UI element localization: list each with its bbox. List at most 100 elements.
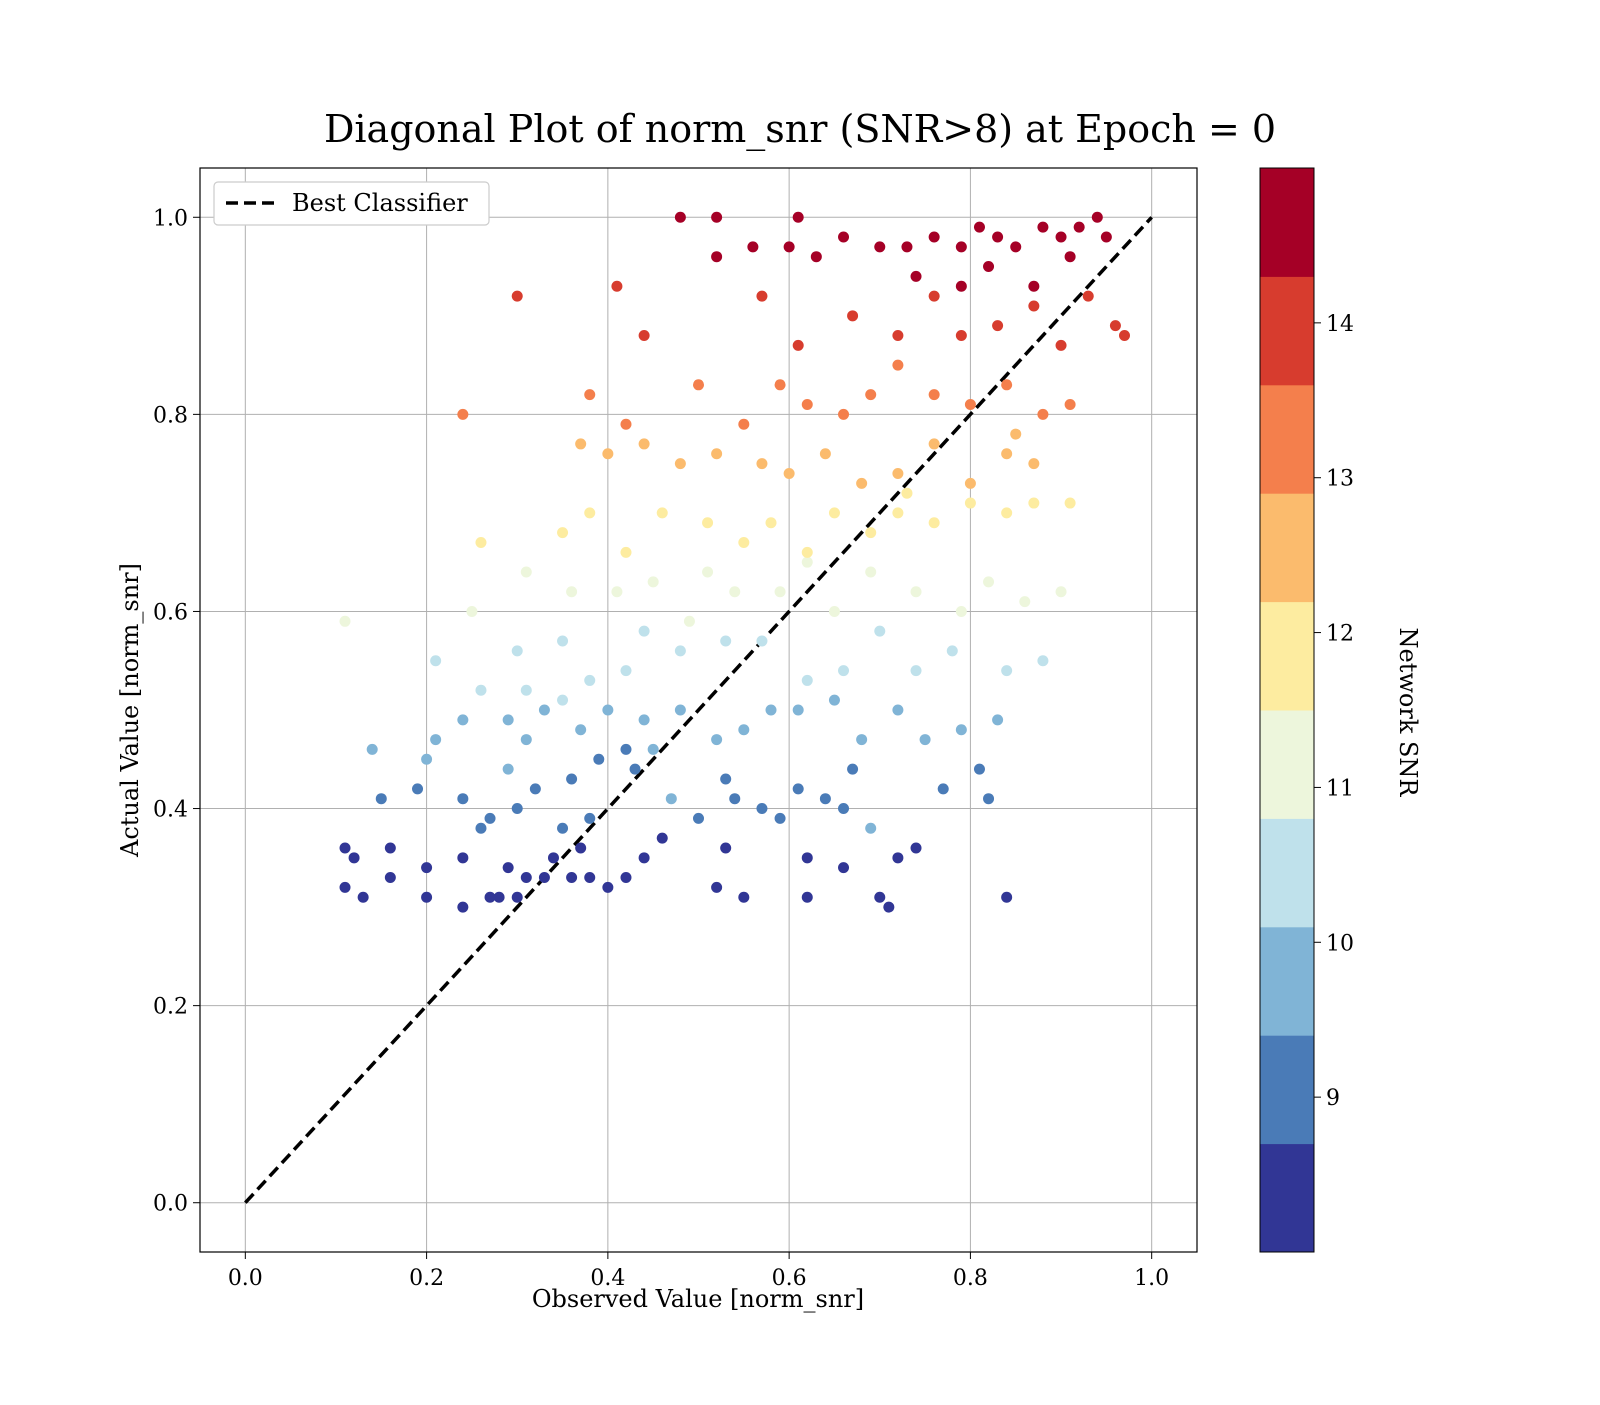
scatter-point xyxy=(520,734,532,746)
scatter-point xyxy=(720,635,732,647)
scatter-point xyxy=(892,852,904,864)
scatter-point xyxy=(892,330,904,342)
scatter-point xyxy=(693,379,704,391)
scatter-point xyxy=(910,586,922,598)
scatter-point xyxy=(729,586,741,598)
scatter-point xyxy=(1064,497,1076,509)
scatter-point xyxy=(992,231,1004,243)
scatter-point xyxy=(801,852,813,864)
reference-line-layer xyxy=(244,216,1153,1204)
scatter-point xyxy=(466,605,478,617)
scatter-point xyxy=(457,408,469,420)
scatter-point xyxy=(620,546,632,558)
scatter-point xyxy=(475,822,487,834)
scatter-point xyxy=(702,517,714,529)
scatter-point xyxy=(792,783,804,795)
scatter-point xyxy=(638,438,650,450)
scatter-point xyxy=(430,734,442,746)
scatter-point xyxy=(584,389,596,401)
scatter-point xyxy=(810,251,822,263)
scatter-point xyxy=(819,448,831,460)
scatter-point xyxy=(955,724,967,736)
scatter-point xyxy=(711,251,723,263)
scatter-point xyxy=(774,586,786,598)
scatter-point xyxy=(611,280,623,292)
colorbar-tick-label: 11 xyxy=(1326,776,1354,801)
scatter-point xyxy=(1001,665,1013,677)
scatter-point xyxy=(421,753,433,765)
scatter-point xyxy=(783,241,795,253)
scatter-point xyxy=(738,891,750,903)
scatter-point xyxy=(593,753,605,765)
scatter-point xyxy=(964,477,976,489)
colorbar-bin xyxy=(1260,1035,1314,1145)
scatter-point xyxy=(838,803,850,815)
scatter-point xyxy=(674,645,686,657)
scatter-point xyxy=(584,507,596,519)
scatter-point xyxy=(1055,339,1067,351)
scatter-point xyxy=(756,290,768,302)
colorbar-tick-label: 13 xyxy=(1326,467,1354,492)
colorbar-tick-label: 12 xyxy=(1326,622,1354,647)
scatter-point xyxy=(928,517,940,529)
scatter-point xyxy=(575,724,587,736)
x-tick-label: 1.0 xyxy=(1134,1266,1169,1291)
scatter-point xyxy=(838,408,850,420)
y-tick-label: 1.0 xyxy=(153,206,188,231)
scatter-point xyxy=(1028,497,1040,509)
scatter-point xyxy=(765,517,777,529)
scatter-point xyxy=(711,448,723,460)
scatter-point xyxy=(720,773,732,785)
scatter-point xyxy=(384,872,396,884)
scatter-point xyxy=(629,763,641,775)
colorbar-bin xyxy=(1260,1143,1314,1253)
scatter-point xyxy=(801,556,813,568)
scatter-point xyxy=(928,290,940,302)
scatter-point xyxy=(865,389,877,401)
scatter-point xyxy=(801,891,813,903)
scatter-point xyxy=(1100,231,1112,243)
scatter-point xyxy=(566,872,578,884)
scatter-point xyxy=(1001,891,1013,903)
scatter-point xyxy=(339,615,351,627)
scatter-point xyxy=(1091,211,1103,223)
scatter-point xyxy=(1001,507,1013,519)
scatter-point xyxy=(928,231,940,243)
plot-frame xyxy=(199,167,1198,1253)
scatter-point xyxy=(792,211,804,223)
scatter-point xyxy=(1028,300,1040,312)
scatter-point xyxy=(865,566,877,578)
scatter-point xyxy=(711,881,723,893)
scatter-point xyxy=(774,812,786,824)
scatter-points xyxy=(339,211,1130,913)
scatter-point xyxy=(819,793,831,805)
scatter-point xyxy=(901,487,913,499)
scatter-point xyxy=(638,625,650,637)
scatter-point xyxy=(1010,428,1022,440)
scatter-point xyxy=(801,546,813,558)
scatter-point xyxy=(520,684,532,696)
scatter-point xyxy=(955,330,967,342)
scatter-point xyxy=(964,497,976,509)
scatter-point xyxy=(865,527,877,539)
scatter-point xyxy=(421,862,433,874)
colorbar-bin xyxy=(1260,710,1314,819)
y-axis-ticks: 0.0 0.2 0.4 0.6 0.8 1.0 xyxy=(153,206,200,1217)
colorbar-tick-label: 9 xyxy=(1326,1086,1340,1111)
scatter-point xyxy=(874,891,886,903)
scatter-point xyxy=(1019,596,1031,608)
scatter-point xyxy=(910,270,922,282)
colorbar-bin xyxy=(1260,384,1314,494)
scatter-point xyxy=(538,704,550,716)
colorbar-tick-label: 14 xyxy=(1326,312,1354,337)
scatter-point xyxy=(983,576,995,588)
scatter-point xyxy=(502,763,514,775)
colorbar-label: Network SNR xyxy=(1394,628,1422,798)
scatter-point xyxy=(729,793,741,805)
scatter-point xyxy=(1073,221,1085,233)
scatter-point xyxy=(1109,320,1121,332)
scatter-point xyxy=(702,566,714,578)
scatter-point xyxy=(566,586,578,598)
scatter-point xyxy=(693,812,704,824)
scatter-point xyxy=(738,536,750,548)
